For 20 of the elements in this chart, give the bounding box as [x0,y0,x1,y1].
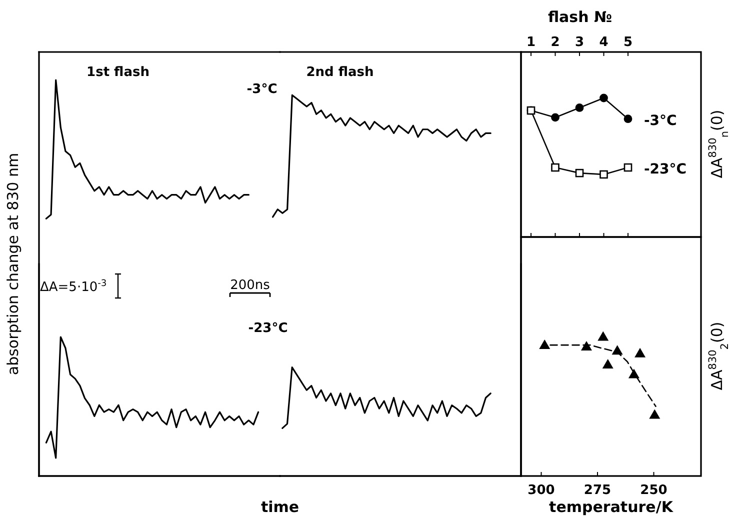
annotation: 200ns [230,278,270,293]
annotation: 1st flash [86,65,150,80]
text: 2nd flash [306,65,374,80]
annotation: ΔA=5·10$^{-3}$ [40,279,107,295]
x-tick-label: 4 [599,35,608,50]
y-axis-title: absorption change at 830 nm [4,152,22,376]
x-tick-label: 3 [574,35,584,50]
x-tick-label: 275 [584,483,612,498]
x-tick-label: 300 [528,483,555,498]
annotation: -3°C [246,82,278,97]
annotation: -23°C [248,321,288,336]
x-axis-title: time [260,498,300,516]
x-axis-title: temperature/K [549,498,674,516]
x-axis-title: flash № [548,8,612,26]
x-tick-label: 250 [640,483,668,498]
series-label: -3°C [644,112,677,129]
x-tick-label: 1 [526,35,536,50]
series-label: -23°C [644,162,687,178]
x-tick-label: 2 [550,35,560,50]
x-tick-label: 5 [623,35,633,50]
